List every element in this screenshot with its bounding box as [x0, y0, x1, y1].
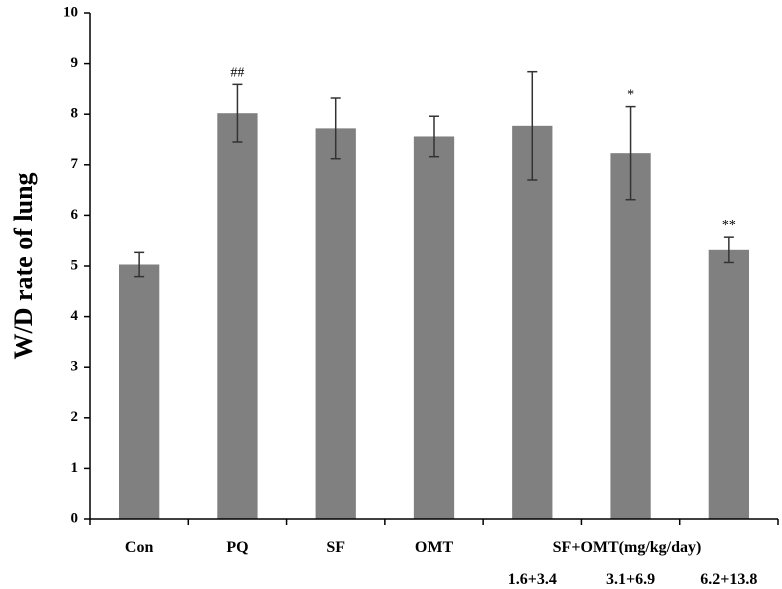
dose-label: 6.2+13.8: [700, 571, 757, 588]
dose-labels: 1.6+3.4 3.1+6.9 6.2+13.8: [508, 571, 758, 588]
x-axis: [89, 518, 779, 525]
y-axis: 0 1 2 3 4 5 6 7 8 9 10: [63, 4, 91, 526]
bar: [708, 249, 750, 520]
bar: [217, 113, 258, 520]
significance-mark: **: [722, 218, 736, 233]
x-tick-label: Con: [125, 539, 154, 556]
y-tick-label: 9: [71, 55, 79, 71]
y-tick-label: 10: [63, 4, 78, 20]
y-tick-label: 7: [71, 156, 79, 172]
bar: [315, 128, 356, 520]
bar: [610, 153, 651, 520]
dose-label: 1.6+3.4: [508, 571, 557, 588]
y-tick-label: 5: [71, 257, 79, 273]
significance-mark: ##: [230, 65, 244, 80]
x-tick-label: OMT: [415, 539, 454, 556]
y-tick-label: 1: [71, 460, 79, 476]
y-tick-label: 3: [71, 359, 79, 375]
y-tick-label: 6: [71, 207, 79, 223]
bar: [512, 125, 553, 519]
x-tick-label: PQ: [226, 539, 248, 556]
y-axis-label: W/D rate of lung: [9, 172, 38, 359]
dose-label: 3.1+6.9: [606, 571, 655, 588]
y-tick-label: 2: [71, 409, 79, 425]
y-tick-label: 4: [71, 308, 79, 324]
bar: [413, 136, 455, 520]
group-label: SF+OMT(mg/kg/day): [553, 539, 702, 556]
bar: [118, 264, 160, 519]
y-tick-label: 8: [71, 106, 79, 122]
significance-mark: *: [627, 88, 634, 103]
x-tick-label: SF: [326, 539, 345, 556]
y-tick-label: 0: [71, 510, 79, 526]
bars: Con##PQ SF OMT***: [118, 65, 750, 556]
